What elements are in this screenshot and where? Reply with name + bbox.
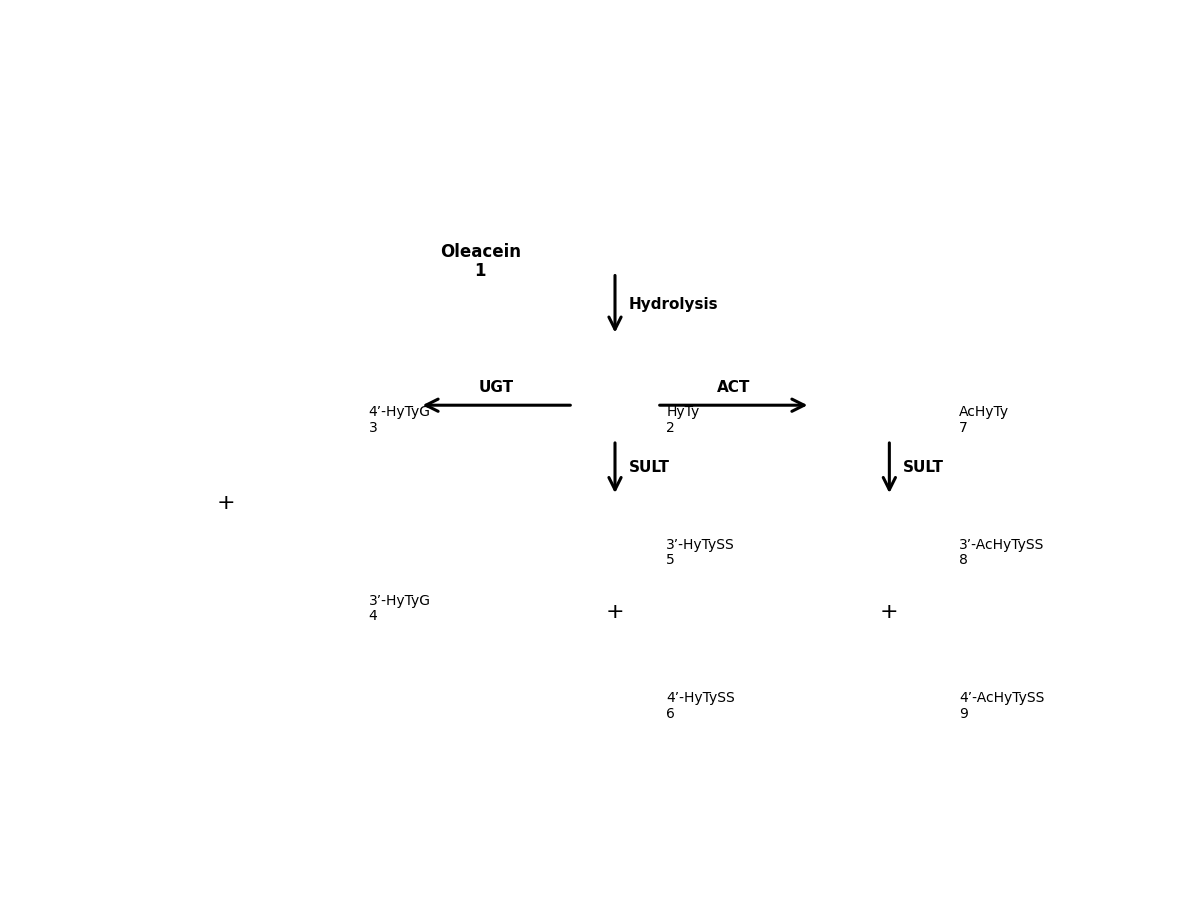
Text: 2: 2	[666, 420, 674, 435]
Text: SULT: SULT	[904, 460, 944, 476]
Text: HyTy: HyTy	[666, 405, 700, 419]
Text: 3: 3	[368, 420, 377, 435]
Text: 4: 4	[368, 609, 377, 623]
Text: 3’-AcHyTySS: 3’-AcHyTySS	[959, 538, 1044, 552]
Text: 6: 6	[666, 707, 676, 720]
Text: 5: 5	[666, 553, 674, 567]
Text: AcHyTy: AcHyTy	[959, 405, 1009, 419]
Text: Hydrolysis: Hydrolysis	[629, 296, 719, 312]
Text: 3’-HyTySS: 3’-HyTySS	[666, 538, 734, 552]
Text: 3’-HyTyG: 3’-HyTyG	[368, 593, 431, 608]
Text: +: +	[880, 602, 899, 622]
Text: 7: 7	[959, 420, 968, 435]
Text: SULT: SULT	[629, 460, 670, 476]
Text: 8: 8	[959, 553, 968, 567]
Text: 4’-HyTySS: 4’-HyTySS	[666, 691, 734, 705]
Text: +: +	[217, 493, 235, 513]
Text: ACT: ACT	[718, 380, 751, 395]
Text: Oleacein: Oleacein	[439, 243, 521, 261]
Text: 1: 1	[474, 262, 486, 280]
Text: 9: 9	[959, 707, 968, 720]
Text: +: +	[606, 602, 624, 622]
Text: 4’-AcHyTySS: 4’-AcHyTySS	[959, 691, 1044, 705]
Text: UGT: UGT	[479, 380, 514, 395]
Text: 4’-HyTyG: 4’-HyTyG	[368, 405, 431, 419]
